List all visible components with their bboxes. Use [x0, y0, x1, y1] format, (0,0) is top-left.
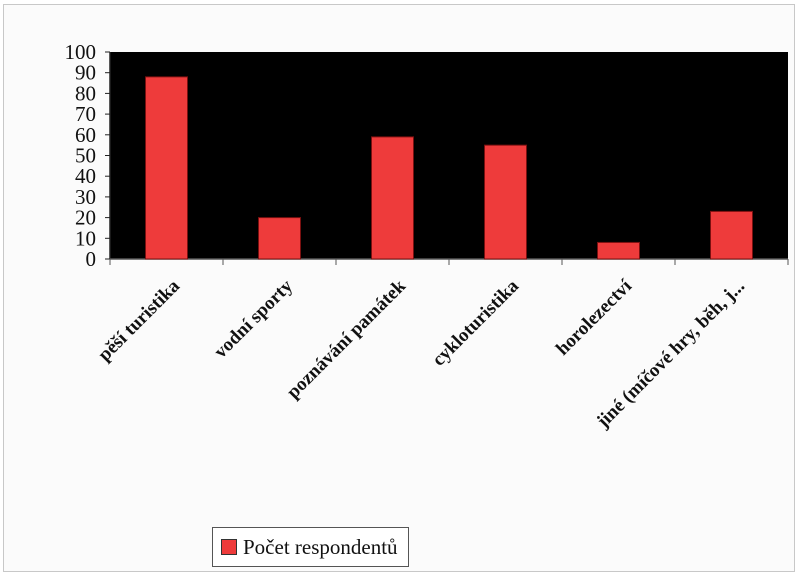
bar — [258, 217, 301, 260]
y-tick-label: 100 — [65, 40, 97, 64]
bar — [597, 241, 640, 260]
bar — [145, 76, 188, 260]
y-tick-label: 80 — [75, 81, 96, 105]
legend-swatch — [221, 539, 237, 555]
y-tick-label: 0 — [86, 247, 97, 271]
y-tick-label: 20 — [75, 206, 96, 230]
x-category-label: vodní sporty — [210, 275, 297, 362]
x-category-label: pěší turistika — [94, 275, 184, 365]
y-tick-label: 10 — [75, 226, 96, 250]
bars — [145, 76, 753, 260]
bar — [484, 144, 527, 260]
plot-area — [110, 52, 788, 259]
x-category-label: cykloturistika — [428, 275, 523, 370]
y-tick-label: 60 — [75, 123, 96, 147]
y-tick-label: 90 — [75, 61, 96, 85]
legend-label: Počet respondentů — [243, 534, 398, 559]
bar — [710, 210, 753, 260]
x-axis-ticks — [109, 259, 789, 265]
x-category-label: horolezectví — [552, 275, 636, 359]
y-tick-label: 40 — [75, 164, 96, 188]
bar — [371, 136, 414, 260]
x-category-label: poznávání památek — [283, 275, 411, 403]
y-tick-label: 70 — [75, 102, 96, 126]
legend: Počet respondentů — [212, 527, 409, 567]
y-tick-label: 30 — [75, 185, 96, 209]
y-tick-label: 50 — [75, 144, 96, 168]
